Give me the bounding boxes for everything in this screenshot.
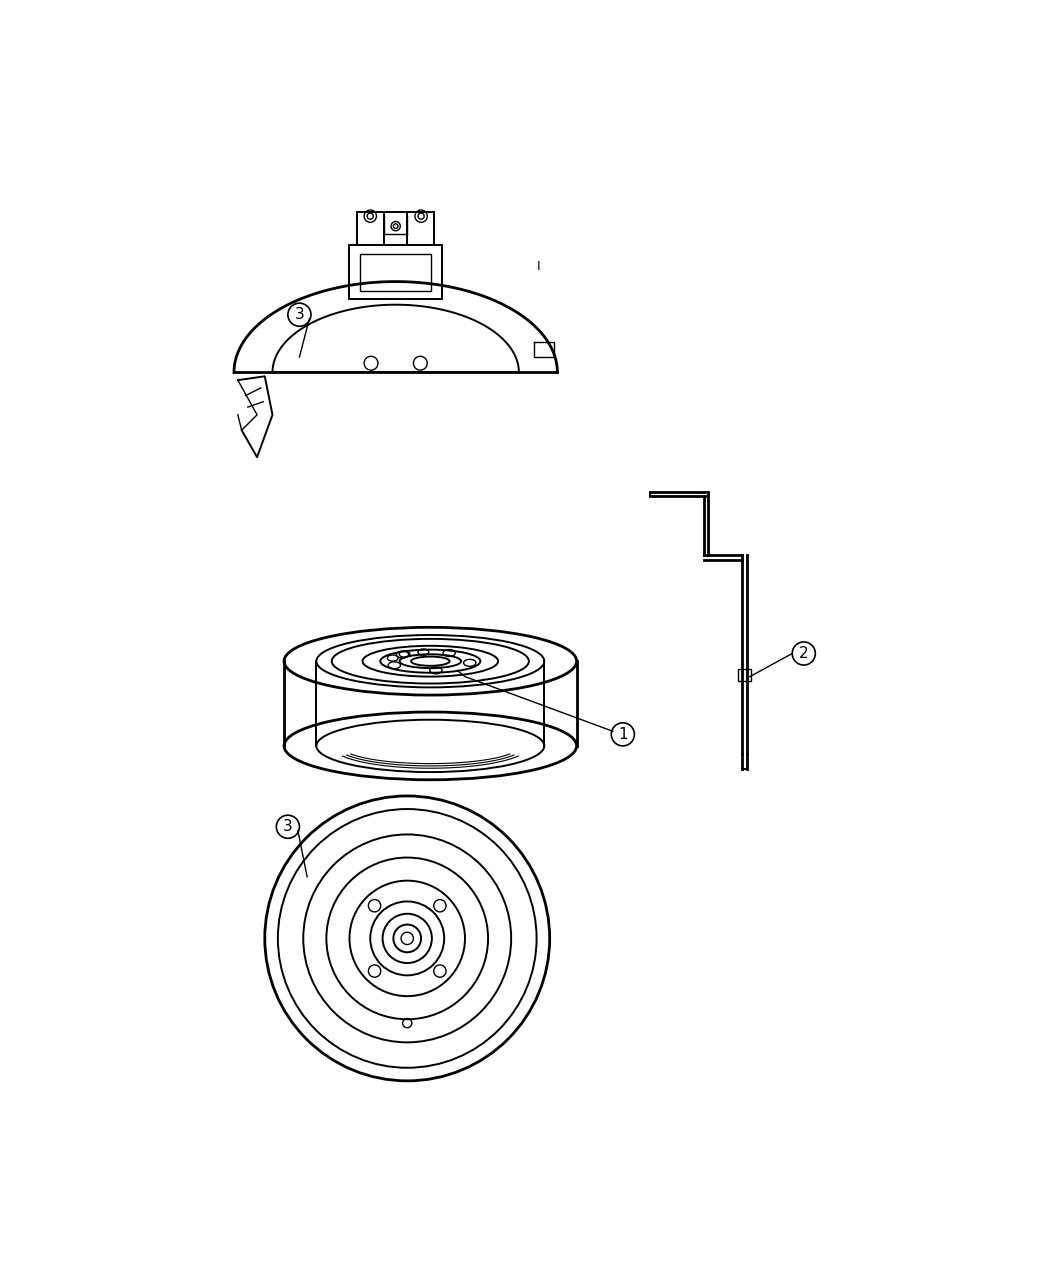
Bar bbox=[360, 254, 432, 291]
Text: 3: 3 bbox=[284, 820, 293, 834]
Bar bbox=[350, 245, 442, 298]
Text: 1: 1 bbox=[618, 727, 628, 742]
Text: 3: 3 bbox=[295, 307, 304, 323]
Text: 2: 2 bbox=[799, 646, 808, 660]
Text: I: I bbox=[537, 260, 540, 273]
Bar bbox=[737, 669, 752, 681]
